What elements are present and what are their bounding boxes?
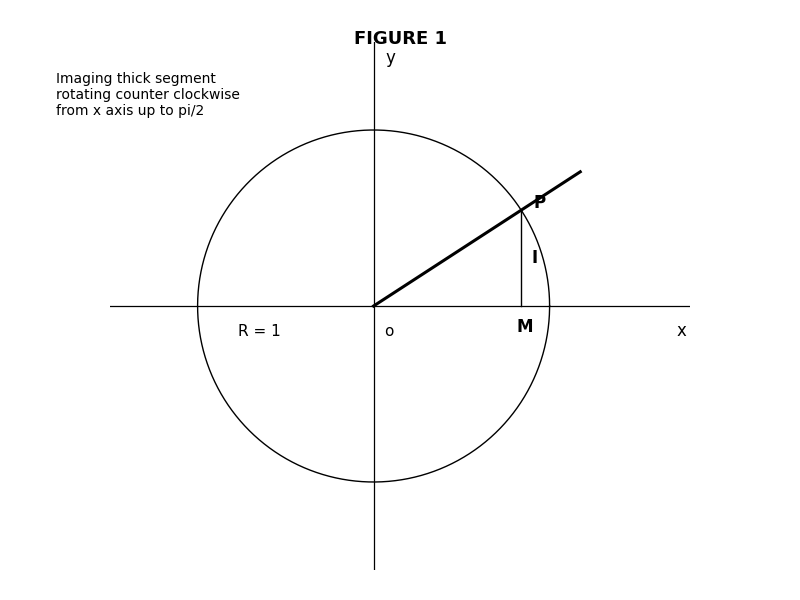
Text: y: y <box>386 49 396 67</box>
Text: o: o <box>384 323 394 338</box>
Text: FIGURE 1: FIGURE 1 <box>354 30 446 48</box>
Text: M: M <box>517 319 533 337</box>
Text: I: I <box>532 249 538 267</box>
Text: x: x <box>677 322 686 340</box>
Text: R = 1: R = 1 <box>238 323 281 338</box>
Text: P: P <box>534 194 546 212</box>
Text: Imaging thick segment
rotating counter clockwise
from x axis up to pi/2: Imaging thick segment rotating counter c… <box>56 72 240 118</box>
